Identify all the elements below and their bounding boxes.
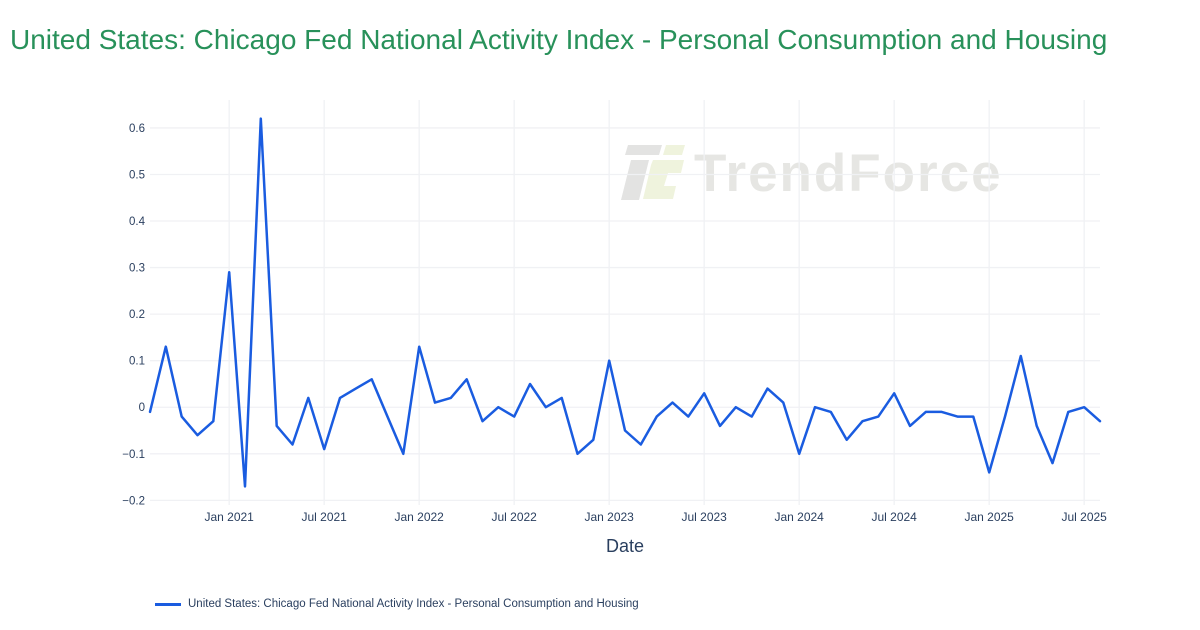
y-tick-label: −0.1 xyxy=(122,449,145,461)
x-tick-label: Jul 2021 xyxy=(301,510,347,524)
y-tick-label: −0.2 xyxy=(122,495,145,507)
y-tick-label: 0.5 xyxy=(129,169,145,181)
y-tick-label: 0.6 xyxy=(129,123,145,135)
x-tick-label: Jan 2025 xyxy=(964,510,1014,524)
legend-item[interactable]: United States: Chicago Fed National Acti… xyxy=(155,597,639,611)
x-tick-label: Jan 2021 xyxy=(204,510,254,524)
grid-layer xyxy=(150,100,1100,505)
x-axis-title: Date xyxy=(606,536,644,556)
y-tick-label: 0.3 xyxy=(129,263,145,275)
x-tick-label: Jul 2023 xyxy=(681,510,727,524)
legend-label: United States: Chicago Fed National Acti… xyxy=(188,598,639,610)
x-tick-label: Jan 2024 xyxy=(774,510,824,524)
legend-line-swatch xyxy=(155,602,181,606)
x-tick-label: Jul 2025 xyxy=(1061,510,1107,524)
series-line xyxy=(148,117,1102,488)
axis-layer: −0.2 −0.1 0 0.1 0.2 0.3 0.4 0.5 0.6 Jan 2021 Jul 2… xyxy=(122,123,1107,524)
y-tick-label: 0.1 xyxy=(129,356,145,368)
trendforce-logo-icon xyxy=(621,145,685,200)
trendforce-watermark: TrendForce xyxy=(621,144,1003,203)
y-tick-label: 0 xyxy=(139,402,145,414)
x-tick-label: Jan 2022 xyxy=(394,510,444,524)
y-tick-label: 0.2 xyxy=(129,309,145,321)
watermark-text: TrendForce xyxy=(694,144,1003,203)
y-tick-label: 0.4 xyxy=(129,216,146,228)
x-tick-label: Jan 2023 xyxy=(584,510,634,524)
x-tick-label: Jul 2022 xyxy=(491,510,537,524)
series-layer xyxy=(148,117,1102,488)
chart-title: United States: Chicago Fed National Acti… xyxy=(10,24,1108,55)
x-tick-label: Jul 2024 xyxy=(871,510,917,524)
